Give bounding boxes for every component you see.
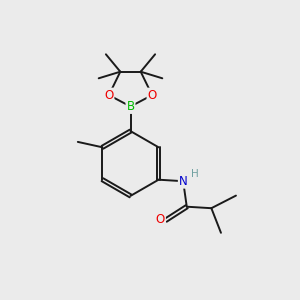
Text: O: O [148, 88, 157, 102]
Text: H: H [191, 169, 198, 179]
Text: N: N [179, 175, 188, 188]
Text: B: B [126, 100, 135, 113]
Text: O: O [156, 213, 165, 226]
Text: O: O [104, 88, 113, 102]
